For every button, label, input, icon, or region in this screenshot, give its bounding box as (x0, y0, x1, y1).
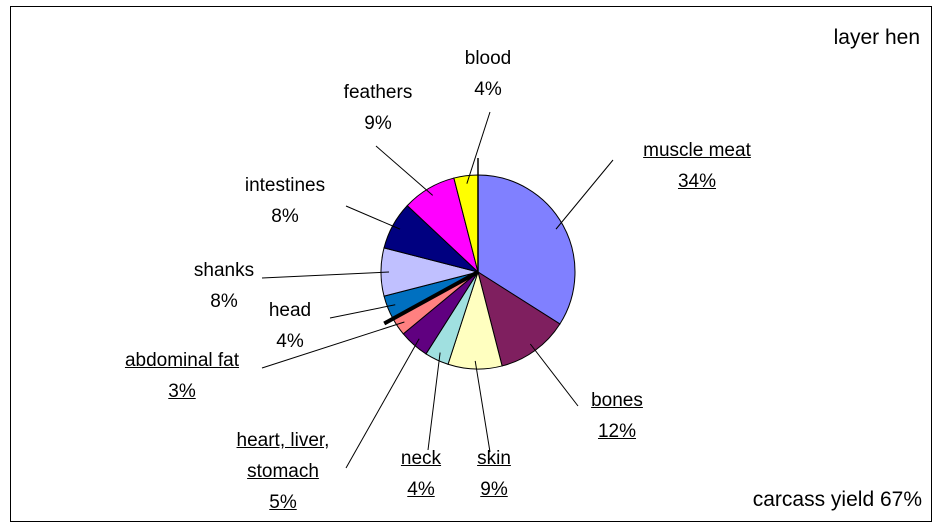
category-label: neck (400, 448, 442, 469)
slice-label: heart, liver, stomach 5% (213, 425, 353, 518)
slice-label: muscle meat 34% (597, 135, 797, 197)
category-label: feathers (343, 82, 413, 103)
chart-title: layer hen (833, 26, 920, 49)
slice-label: skin 9% (454, 443, 534, 505)
value-label: 4% (276, 331, 304, 352)
category-label: heart, liver, stomach (236, 430, 330, 482)
leader-line (555, 159, 614, 230)
category-label: muscle meat (643, 140, 751, 161)
leader-line (345, 338, 420, 469)
slice-label: blood 4% (448, 43, 528, 105)
category-label: intestines (244, 175, 326, 196)
slice-label: intestines 8% (215, 170, 355, 232)
value-label: 9% (480, 479, 508, 500)
category-label: blood (464, 48, 512, 69)
slice-label: feathers 9% (318, 77, 438, 139)
slice-label: neck 4% (381, 443, 461, 505)
value-label: 9% (364, 113, 392, 134)
value-label: 4% (407, 479, 435, 500)
leader-line (261, 271, 390, 279)
pie-slice (477, 174, 576, 325)
slice-label: abdominal fat 3% (97, 345, 267, 407)
separator-line (383, 270, 479, 326)
leader-line (345, 205, 401, 230)
value-label: 8% (210, 291, 238, 312)
leader-line (466, 111, 491, 184)
value-label: 3% (168, 381, 196, 402)
value-label: 34% (677, 171, 717, 192)
value-label: 5% (269, 492, 297, 513)
leader-line (529, 343, 579, 407)
annotation: carcass yield 67% (752, 488, 922, 511)
leader-line (375, 145, 434, 196)
category-label: head (268, 300, 312, 321)
category-label: skin (477, 448, 511, 469)
value-label: 12% (597, 421, 637, 442)
category-label: abdominal fat (124, 350, 240, 371)
leader-line (427, 352, 441, 451)
leader-line (329, 304, 396, 319)
slice-label: head 4% (245, 295, 335, 357)
slice-label: bones 12% (557, 385, 677, 447)
chart-frame (10, 6, 932, 522)
category-label: shanks (193, 260, 255, 281)
value-label: 8% (271, 206, 299, 227)
leader-line (474, 360, 491, 453)
leader-line (261, 321, 405, 369)
category-label: bones (591, 390, 643, 411)
slice-label: shanks 8% (164, 255, 284, 317)
value-label: 4% (474, 79, 502, 100)
